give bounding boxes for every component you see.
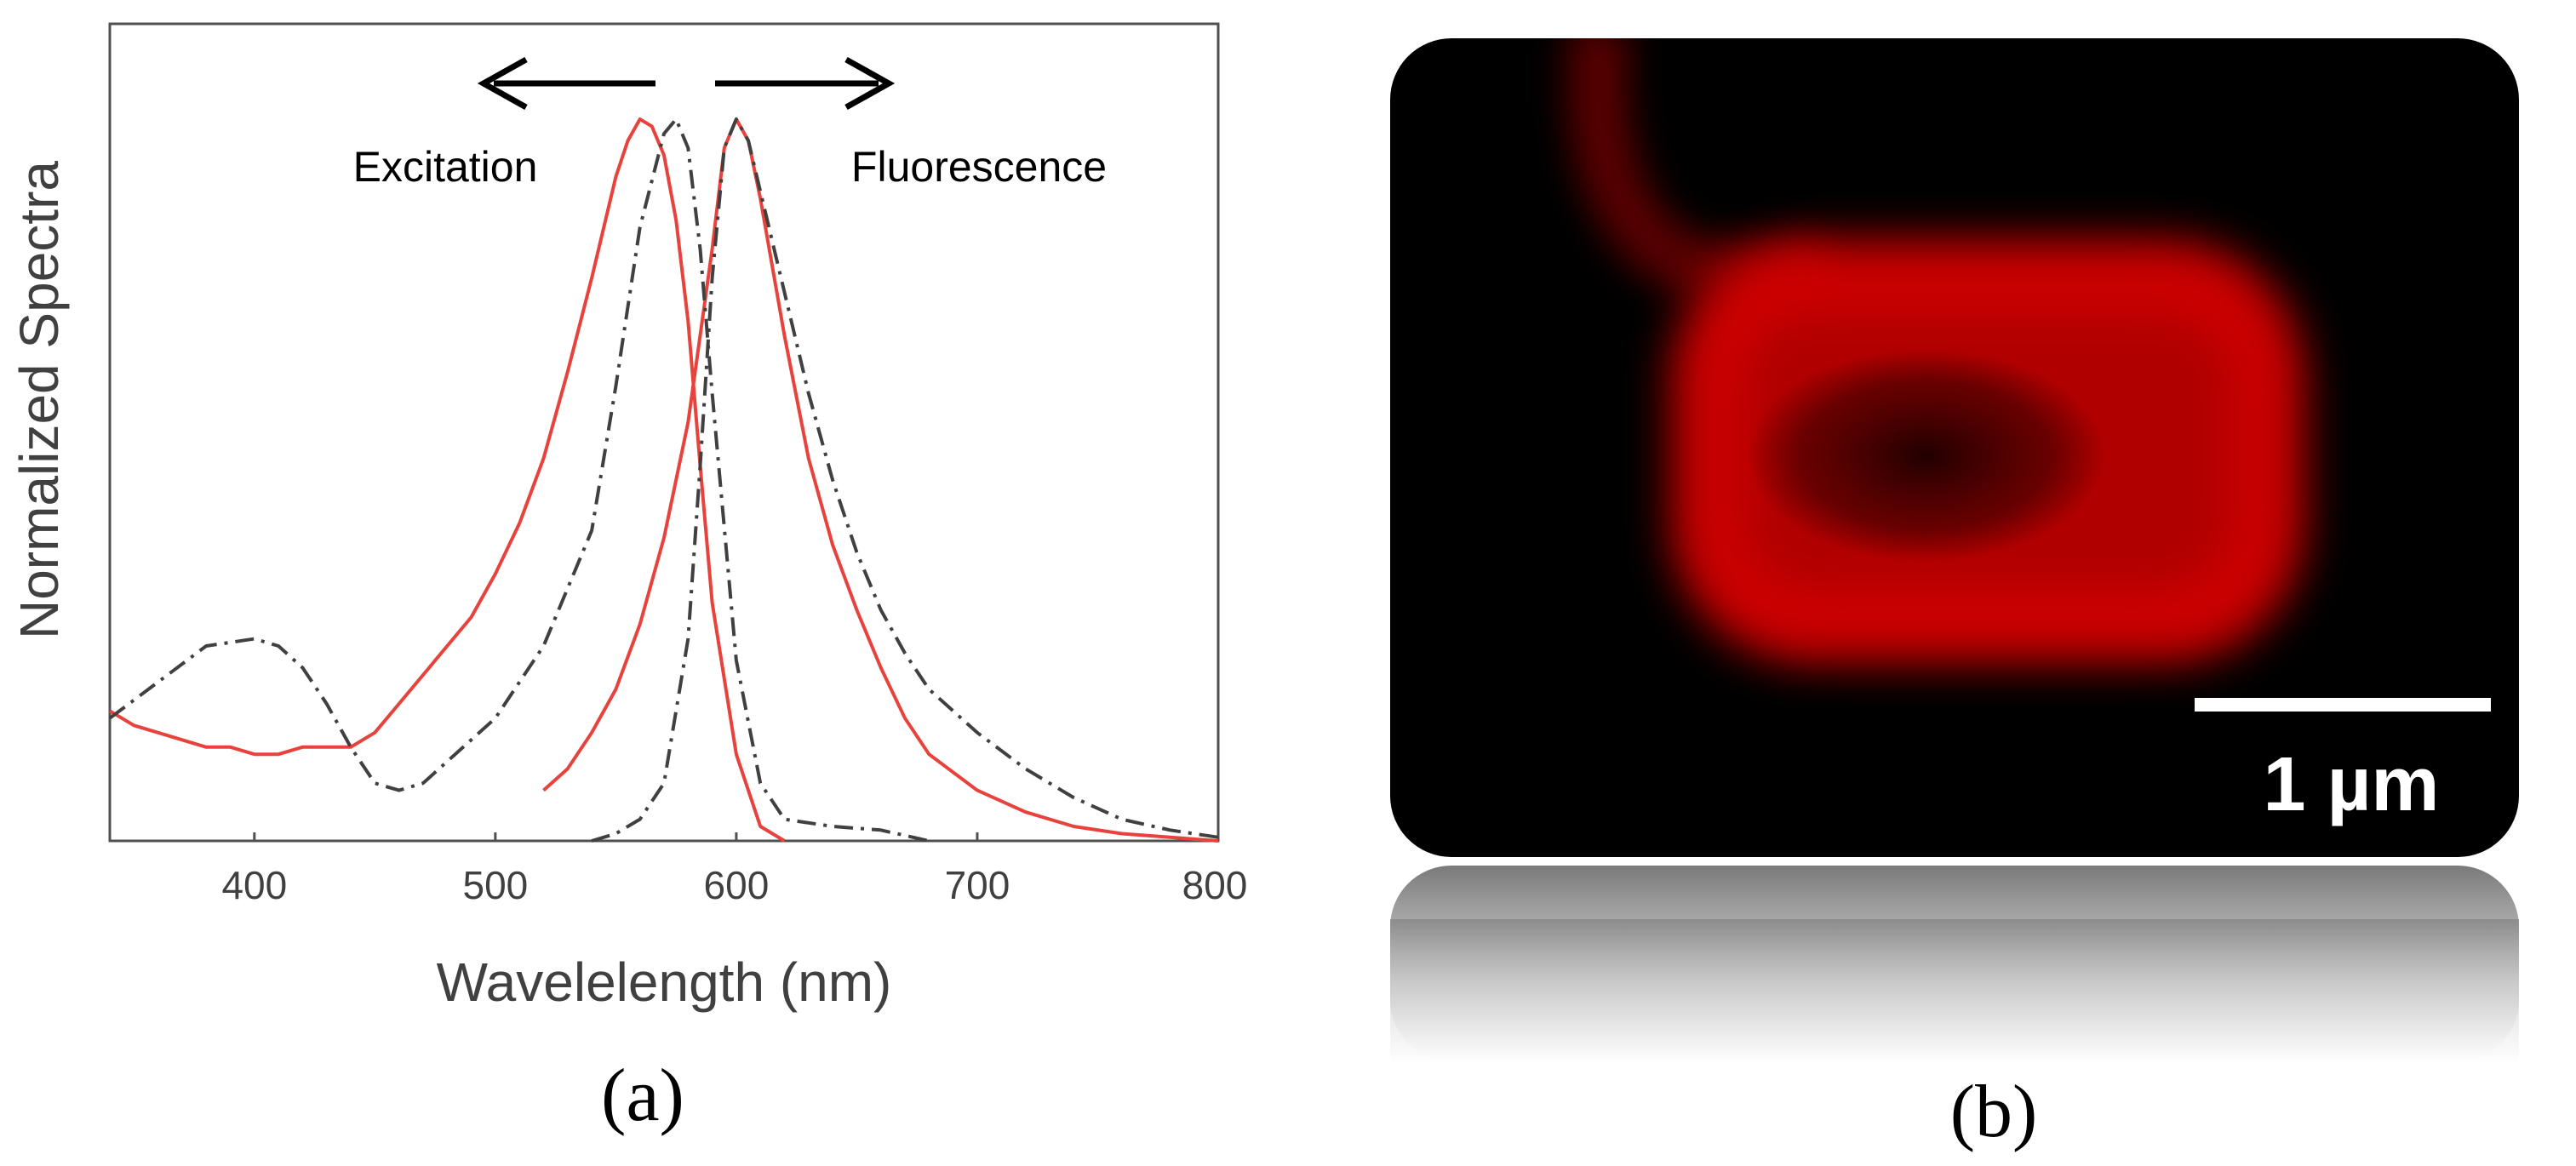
x-tick-label-400: 400 bbox=[221, 863, 287, 907]
excitation-arrow bbox=[477, 56, 655, 111]
x-axis-ticks: 400 500 600 700 800 bbox=[221, 832, 1247, 907]
x-axis-title: Wavelelength (nm) bbox=[437, 952, 892, 1013]
cell-fluorescence bbox=[1567, 38, 2298, 655]
y-axis-title: Normalized Spectra bbox=[9, 161, 70, 639]
fluorescence-arrow bbox=[715, 56, 896, 111]
panel-a-label: (a) bbox=[601, 1055, 684, 1137]
x-tick-label-600: 600 bbox=[704, 863, 770, 907]
x-tick-label-500: 500 bbox=[462, 863, 528, 907]
spectra-chart: 400 500 600 700 800 Wavelelength (nm) Normal… bbox=[9, 22, 1247, 1137]
panel-b-label: (b) bbox=[1950, 1071, 2038, 1153]
scale-bar bbox=[2195, 698, 2491, 712]
series-fluorescence-measured bbox=[542, 117, 1219, 843]
series-layer bbox=[108, 117, 1219, 843]
microscopy-image-panel: 1 µm (b) bbox=[1390, 38, 2519, 1153]
series-fluorescence-reference bbox=[591, 117, 1219, 843]
scale-bar-label: 1 µm bbox=[2264, 742, 2440, 827]
x-tick-label-700: 700 bbox=[945, 863, 1010, 907]
excitation-label: Excitation bbox=[353, 143, 538, 191]
fluorescence-label: Fluorescence bbox=[851, 143, 1107, 191]
series-excitation-measured bbox=[108, 117, 786, 843]
x-tick-label-800: 800 bbox=[1182, 863, 1248, 907]
